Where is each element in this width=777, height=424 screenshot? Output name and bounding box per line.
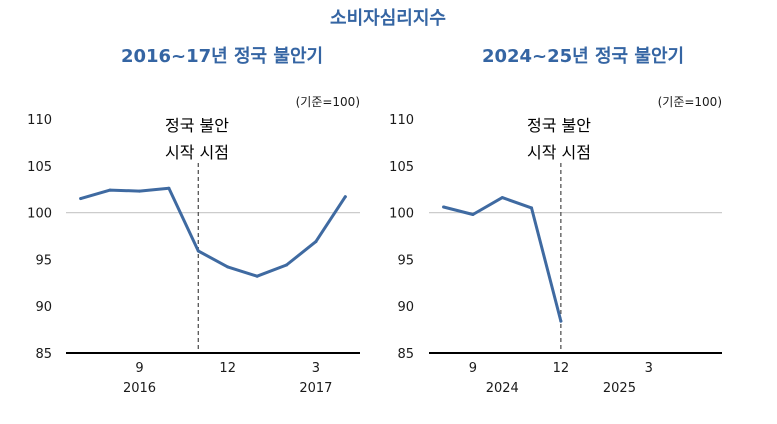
chart-right-ytick-label: 85: [397, 347, 414, 362]
chart-right-xtick-label: 9: [469, 361, 477, 376]
chart-left-ytick-label: 110: [27, 113, 52, 128]
chart-left-year-label: 2017: [299, 381, 332, 396]
chart-right: 2024~25년 정국 불안기 (기준=100) 정국 불안 시작 시점 110…: [389, 46, 722, 396]
chart-right-ytick-label: 100: [389, 207, 414, 222]
chart-left-data-point: [167, 186, 171, 190]
chart-right-ytick-label: 90: [397, 300, 414, 315]
chart-left-data-point: [255, 274, 259, 278]
chart-left-series-line: [79, 186, 347, 278]
chart-right-series-line: [442, 196, 563, 323]
chart-right-ytick-label: 105: [389, 160, 414, 175]
chart-right-title: 2024~25년 정국 불안기: [482, 46, 684, 67]
chart-right-data-point: [442, 205, 446, 209]
chart-right-ytick-label: 95: [397, 253, 414, 268]
chart-right-data-point: [471, 212, 475, 216]
chart-left-data-point: [343, 195, 347, 199]
chart-right-data-point: [500, 196, 504, 200]
chart-right-xtick-label: 3: [645, 361, 653, 376]
chart-left-data-point: [79, 197, 83, 201]
chart-left-xtick-label: 12: [219, 361, 236, 376]
chart-left-ytick-label: 100: [27, 207, 52, 222]
chart-right-event-label-2: 시작 시점: [527, 143, 591, 162]
chart-left-unit: (기준=100): [296, 95, 360, 109]
chart-left-xtick-label: 9: [135, 361, 143, 376]
chart-left-data-point: [285, 263, 288, 267]
chart-left-data-point: [196, 249, 200, 253]
chart-right-unit: (기준=100): [658, 95, 722, 109]
chart-right-data-point: [530, 206, 534, 210]
chart-right-year-label: 2025: [603, 381, 636, 396]
chart-right-xtick-label: 12: [553, 361, 570, 376]
chart-left-data-point: [226, 265, 230, 269]
chart-left-ytick-label: 90: [35, 300, 52, 315]
chart-left-ytick-label: 85: [35, 347, 52, 362]
chart-left: 2016~17년 정국 불안기 (기준=100) 정국 불안 시작 시점 110…: [27, 46, 360, 396]
chart-left-ytick-label: 95: [35, 253, 52, 268]
chart-left-ytick-label: 105: [27, 160, 52, 175]
chart-left-year-label: 2016: [123, 381, 156, 396]
chart-right-event-label-1: 정국 불안: [527, 116, 591, 135]
chart-left-event-label-1: 정국 불안: [165, 116, 229, 135]
chart-right-year-label: 2024: [486, 381, 519, 396]
chart-left-xtick-label: 3: [312, 361, 320, 376]
main-title: 소비자심리지수: [330, 8, 446, 29]
chart-right-data-point: [559, 319, 563, 323]
chart-left-data-point: [314, 240, 318, 244]
chart-left-data-point: [108, 188, 112, 192]
chart-right-ytick-label: 110: [389, 113, 414, 128]
chart-left-title: 2016~17년 정국 불안기: [121, 46, 323, 67]
chart-left-data-point: [138, 189, 141, 193]
chart-left-event-label-2: 시작 시점: [165, 143, 229, 162]
